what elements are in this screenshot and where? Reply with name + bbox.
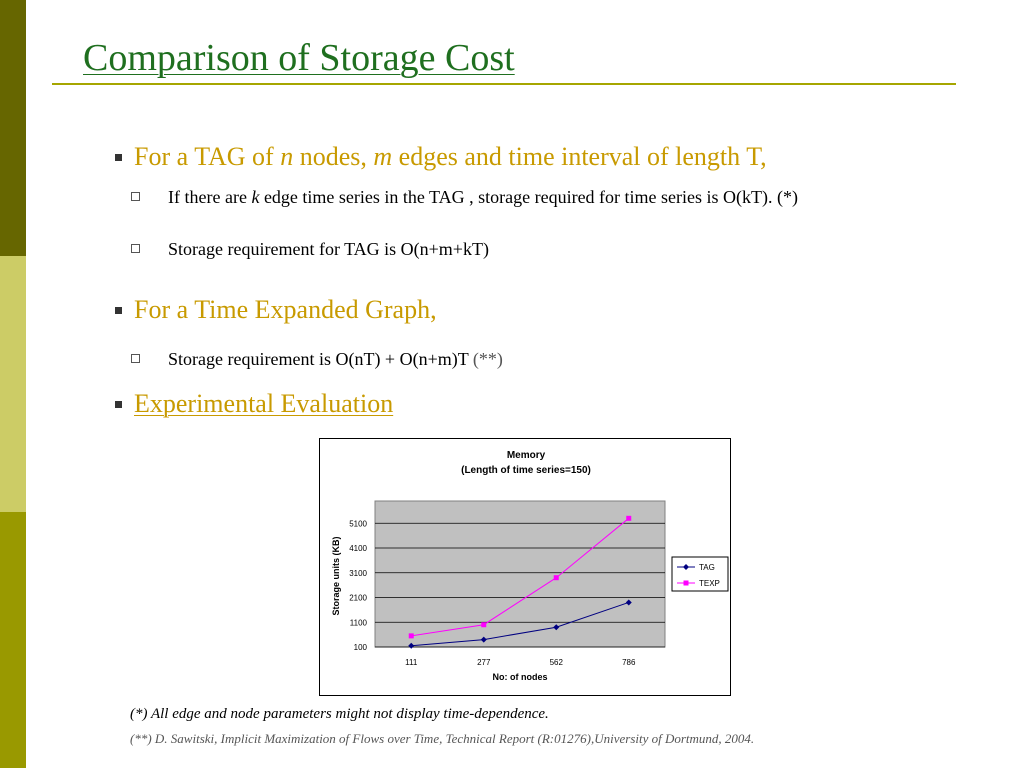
data-point-tag	[553, 624, 560, 631]
slide-title: Comparison of Storage Cost	[83, 37, 515, 79]
legend-marker-tag	[683, 564, 689, 570]
y-axis-label: Storage units (KB)	[331, 536, 341, 615]
data-point-texp	[481, 622, 487, 628]
sidebar-decoration	[0, 0, 26, 768]
y-tick-labels: 100 1100 2100 3100 4100 5100	[349, 519, 367, 652]
series-line-tag	[411, 601, 629, 647]
x-tick-label: 562	[550, 658, 564, 667]
y-tick-label: 3100	[349, 569, 367, 578]
x-tick-labels: 111 277 562 786	[405, 658, 636, 667]
x-tick-label: 111	[405, 658, 418, 667]
bullet-tag-post: edges and time interval of length T,	[392, 142, 767, 171]
bullet-experimental: Experimental Evaluation	[115, 389, 393, 419]
legend-box	[671, 556, 729, 592]
experimental-evaluation-link[interactable]: Experimental Evaluation	[134, 389, 394, 418]
sidebar-band-bottom	[0, 512, 26, 768]
legend-marker-texp	[683, 580, 689, 586]
y-tick-label: 100	[354, 643, 368, 652]
square-bullet-icon	[115, 153, 122, 161]
data-point-tag	[480, 636, 487, 643]
grid-lines	[375, 522, 665, 648]
data-point-texp	[408, 633, 414, 639]
x-axis-label: No: of nodes	[493, 672, 548, 682]
sub-bullet-k: k	[251, 187, 260, 207]
plot-area	[374, 500, 666, 648]
legend-label-texp: TEXP	[699, 579, 720, 588]
square-bullet-icon	[115, 306, 122, 314]
data-point-tag	[408, 642, 415, 649]
texp-storage-ref: (**)	[472, 349, 503, 369]
hollow-square-bullet-icon	[131, 192, 140, 201]
footnote-1: (*) All edge and node parameters might n…	[130, 706, 549, 722]
square-bullet-icon	[115, 400, 122, 408]
sub-bullet-pre: If there are	[168, 187, 252, 207]
sub-bullet-post: edge time series in the TAG , storage re…	[259, 187, 798, 207]
sidebar-band-middle	[0, 256, 26, 512]
data-point-texp	[626, 515, 632, 521]
memory-chart-svg: Memory (Length of time series=150) 100 11…	[331, 450, 729, 682]
y-tick-label: 5100	[349, 519, 367, 528]
y-tick-label: 4100	[349, 544, 367, 553]
bullet-tag-n: n	[280, 142, 294, 171]
footnote-2: (**) D. Sawitski, Implicit Maximization …	[130, 731, 755, 746]
x-tick-label: 277	[477, 658, 491, 667]
bullet-tag: For a TAG of n nodes, m edges and time i…	[115, 142, 767, 172]
series-line-texp	[411, 517, 630, 637]
chart-legend: TAG TEXP	[671, 556, 729, 592]
bullet-texp: For a Time Expanded Graph,	[115, 295, 437, 325]
bullet-texp-text: For a Time Expanded Graph,	[134, 295, 437, 324]
chart-title: Memory	[507, 450, 546, 461]
title-divider	[52, 83, 956, 85]
sidebar-band-top	[0, 0, 26, 256]
sub-bullet-tag-storage-text: Storage requirement for TAG is O(n+m+kT)	[168, 239, 489, 259]
sub-bullet-texp-storage-text: Storage requirement is O(nT) + O(n+m)T (…	[168, 348, 958, 371]
hollow-square-bullet-icon	[131, 354, 140, 363]
memory-chart: Memory (Length of time series=150) 100 11…	[319, 438, 731, 696]
series-lines	[408, 515, 632, 649]
bullet-tag-pre: For a TAG of	[134, 142, 281, 171]
y-tick-label: 1100	[350, 618, 368, 627]
data-point-texp	[553, 575, 559, 581]
hollow-square-bullet-icon	[131, 244, 140, 253]
sub-bullet-time-series-text: If there are k edge time series in the T…	[168, 186, 958, 209]
texp-storage-text: Storage requirement is O(nT) + O(n+m)T	[168, 349, 473, 369]
legend-label-tag: TAG	[699, 563, 715, 572]
bullet-tag-m: m	[373, 142, 393, 171]
y-tick-label: 2100	[349, 594, 367, 603]
x-tick-label: 786	[622, 658, 636, 667]
data-point-tag	[625, 599, 632, 606]
chart-subtitle: (Length of time series=150)	[461, 465, 591, 476]
bullet-tag-mid: nodes,	[293, 142, 374, 171]
